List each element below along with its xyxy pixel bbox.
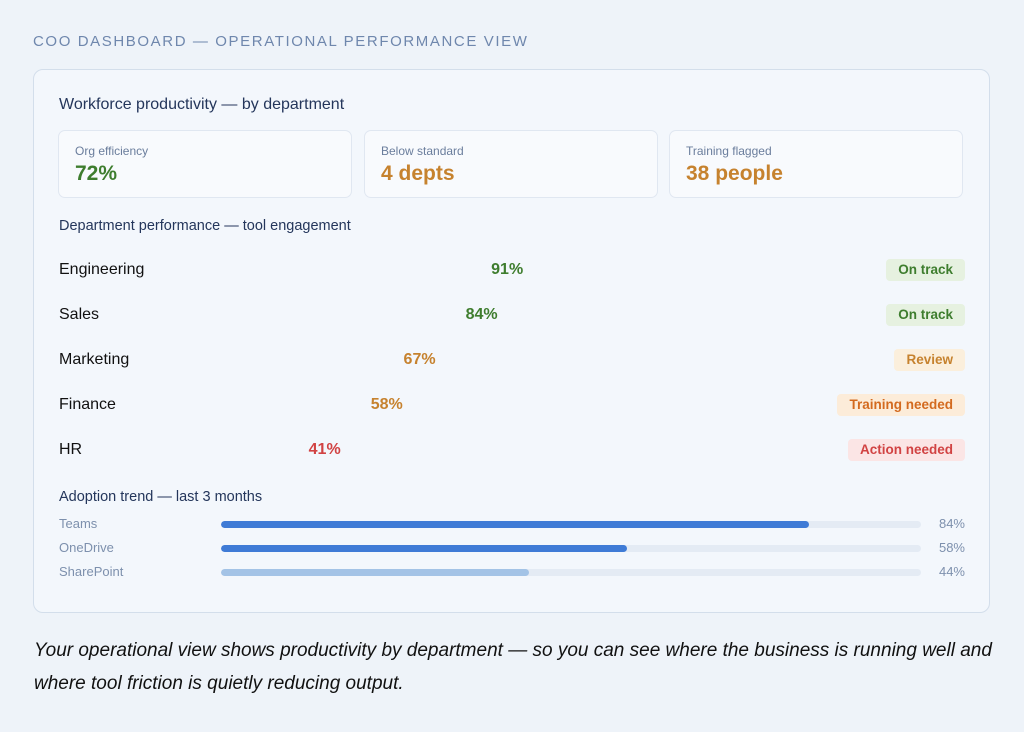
- kpi-label: Below standard: [381, 144, 464, 158]
- productivity-card: Workforce productivity — by department O…: [33, 69, 990, 613]
- status-badge: Action needed: [847, 439, 965, 461]
- caption-text: Your operational view shows productivity…: [34, 640, 992, 694]
- adoption-title: Adoption trend — last 3 months: [59, 489, 263, 505]
- adoption-row-onedrive: OneDrive 58%: [59, 539, 965, 557]
- card-title: Workforce productivity — by department: [59, 96, 345, 113]
- kpi-value: 38 people: [686, 162, 783, 185]
- dept-pct: 67%: [403, 351, 436, 368]
- dept-row-hr: HR 41% Action needed: [59, 435, 965, 465]
- page-header: COO DASHBOARD — OPERATIONAL PERFORMANCE …: [33, 33, 529, 50]
- dept-name: Sales: [59, 306, 100, 323]
- status-badge: Training needed: [837, 394, 965, 416]
- kpi-label: Org efficiency: [75, 144, 149, 158]
- adoption-pct: 84%: [938, 516, 965, 531]
- adoption-name: Teams: [59, 516, 98, 531]
- adoption-name: OneDrive: [59, 540, 114, 555]
- kpi-value: 4 depts: [381, 162, 455, 185]
- kpi-label: Training flagged: [686, 144, 772, 158]
- dept-row-engineering: Engineering 91% On track: [59, 255, 965, 285]
- status-badge: Review: [894, 349, 965, 371]
- kpi-row: Org efficiency 72% Below standard 4 dept…: [58, 130, 964, 198]
- adoption-row-sharepoint: SharePoint 44%: [59, 563, 965, 581]
- kpi-below-standard: Below standard 4 depts: [364, 130, 658, 198]
- dept-pct: 84%: [465, 306, 498, 323]
- dept-pct: 41%: [308, 441, 341, 458]
- adoption-bar: [221, 545, 627, 552]
- adoption-pct: 44%: [938, 564, 965, 579]
- adoption-bar: [221, 521, 809, 528]
- dept-name: Engineering: [59, 261, 145, 278]
- status-badge: On track: [886, 259, 965, 281]
- kpi-training-flagged: Training flagged 38 people: [669, 130, 963, 198]
- kpi-value: 72%: [75, 162, 118, 185]
- adoption-row-teams: Teams 84%: [59, 515, 965, 533]
- adoption-track: [221, 545, 921, 552]
- adoption-pct: 58%: [938, 540, 965, 555]
- kpi-org-efficiency: Org efficiency 72%: [58, 130, 352, 198]
- dept-name: HR: [59, 441, 83, 458]
- dept-name: Finance: [59, 396, 116, 413]
- departments-title: Department performance — tool engagement: [59, 218, 351, 234]
- dept-name: Marketing: [59, 351, 130, 368]
- dept-pct: 58%: [370, 396, 403, 413]
- dept-row-finance: Finance 58% Training needed: [59, 390, 965, 420]
- adoption-bar: [221, 569, 529, 576]
- adoption-track: [221, 521, 921, 528]
- adoption-track: [221, 569, 921, 576]
- adoption-name: SharePoint: [59, 564, 124, 579]
- dept-row-sales: Sales 84% On track: [59, 300, 965, 330]
- dept-row-marketing: Marketing 67% Review: [59, 345, 965, 375]
- dept-pct: 91%: [491, 261, 524, 278]
- status-badge: On track: [886, 304, 965, 326]
